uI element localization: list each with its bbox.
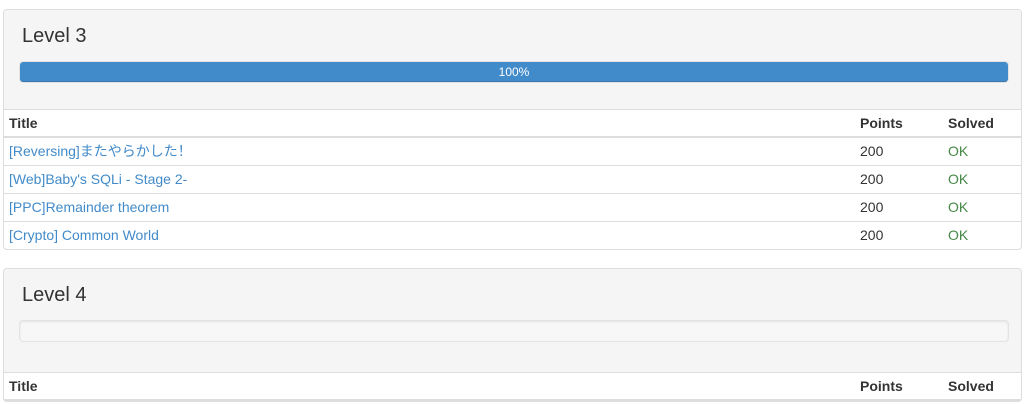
col-header-title: Title [4,110,855,138]
challenge-link[interactable]: [Web]Baby's SQLi - Stage 2- [9,171,188,187]
challenge-link[interactable]: [Crypto] Common World [9,227,159,243]
level-3-title: Level 3 [22,25,87,47]
challenge-points: 200 [855,221,943,249]
challenge-solved-status: OK [943,165,1021,194]
challenge-points: 200 [855,136,943,166]
level-4-progress-track: 0% [19,320,1009,342]
col-header-title: Title [4,373,855,401]
challenge-points: 200 [855,193,943,222]
challenge-points: 200 [855,165,943,194]
challenge-row: [Crypto] Common World 200 OK [4,221,1021,249]
level-3-panel: Level 3 100% Title Points Solved [Revers… [3,9,1022,250]
level-4-heading: Level 4 0% [4,269,1021,373]
challenge-row: [Web]Baby's SQLi - Stage 2- 200 OK [4,165,1021,194]
level-4-progress-label: 0% [20,341,1008,342]
challenge-solved-status: OK [943,136,1021,166]
level-3-progress-track: 100% [19,61,1009,83]
level-4-title: Level 4 [22,284,87,306]
col-header-solved: Solved [943,110,1021,138]
col-header-points: Points [855,110,943,138]
challenge-link[interactable]: [PPC]Remainder theorem [9,199,170,215]
challenge-solved-status: OK [943,221,1021,249]
level-3-challenges-table: Title Points Solved [Reversing]またやらかした！ … [4,110,1021,249]
col-header-solved: Solved [943,373,1021,401]
col-header-points: Points [855,373,943,401]
table-header-row: Title Points Solved [4,110,1021,138]
level-3-progress-label: 100% [498,65,530,79]
challenge-row: [PPC]Remainder theorem 200 OK [4,193,1021,222]
level-4-panel: Level 4 0% Title Points Solved [3,268,1022,402]
challenge-link[interactable]: [Reversing]またやらかした！ [9,143,192,159]
level-3-progress-bar: 100% [20,62,1008,82]
level-3-heading: Level 3 100% [4,10,1021,110]
challenge-row: [Reversing]またやらかした！ 200 OK [4,136,1021,166]
table-header-row: Title Points Solved [4,373,1021,401]
challenge-solved-status: OK [943,193,1021,222]
level-4-challenges-table: Title Points Solved [4,373,1021,401]
